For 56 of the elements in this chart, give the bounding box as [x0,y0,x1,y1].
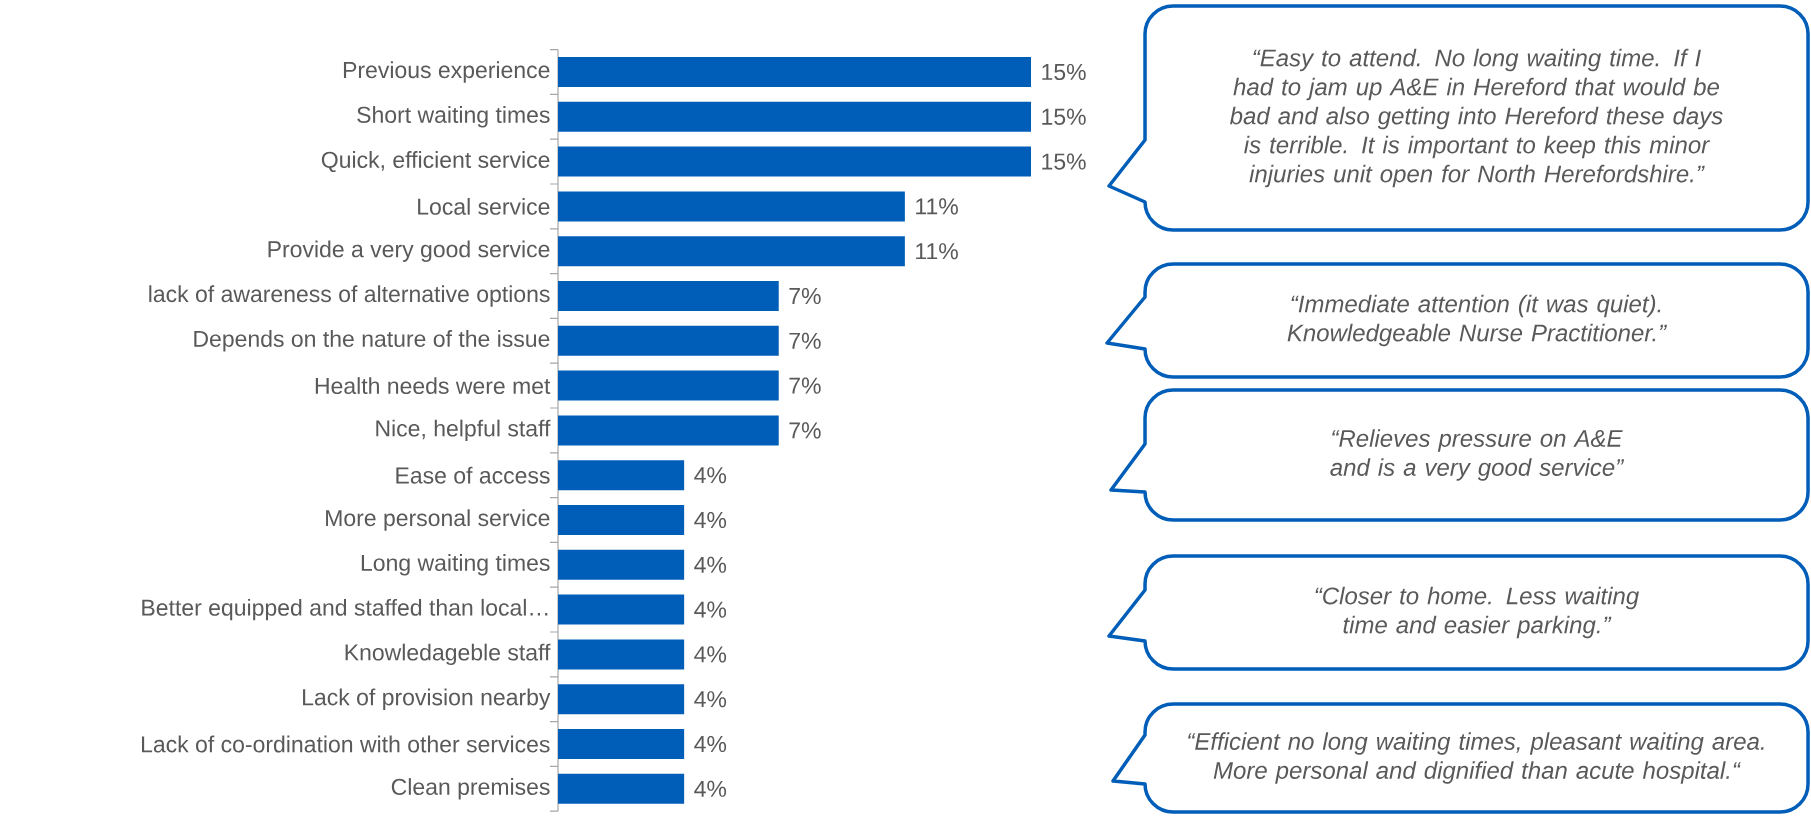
bar [558,146,1032,177]
data-label: 4% [694,691,727,708]
y-tick-label: Nice, helpful staff [376,419,551,442]
y-tick-label: More personal service [326,509,550,531]
y-tick-label: Short waiting times [357,106,550,128]
bar [558,594,685,625]
bar [558,549,685,580]
y-tick-label: Ease of access [396,466,550,484]
y-tick-label: Long waiting times [361,554,550,576]
bar [558,57,1032,87]
y-tick-label: Previous experience [343,61,550,83]
data-label: 4% [694,511,727,529]
data-label: 7% [789,422,821,439]
bar [558,325,779,356]
bar [558,415,779,446]
y-tick-label: Health needs were met [315,377,551,395]
text: “Relieves pressure on A&E and is a very good service” [1330,429,1625,481]
data-label: 11% [916,243,958,260]
bar [558,684,685,715]
y-tick-label: Knowledageble staff [345,643,551,666]
bar [558,236,905,267]
y-tick-label: Clean premises [391,778,550,800]
data-label: 4% [694,467,727,484]
data-label: 15% [1042,153,1086,170]
y-tick-label: Depends on the nature of the issue [194,330,550,352]
bar [558,639,685,670]
data-label: 4% [694,601,727,618]
bar [558,191,905,222]
data-label: 4% [694,556,727,573]
y-tick-label: Local service [418,197,550,215]
data-label: 4% [694,646,727,663]
text: “Easy to attend. No long waiting time. If I had to jam up A&E in Hereford that would be bad and also getting into Hereford these days is terrible. It is important to keep this minor injuries unit open for North Herefordshire.” [1230,48,1723,188]
data-label: 11% [916,198,958,215]
bar [558,370,779,401]
bar [558,729,685,760]
data-label: 7% [789,332,821,349]
y-tick-label: Better equipped and staffed than local… [142,598,548,621]
bar [558,773,685,804]
bar [558,460,685,491]
data-label: 15% [1042,63,1086,81]
text: “Closer to home. Less waiting time and easier parking.” [1315,586,1639,639]
data-label: 4% [694,780,727,797]
y-tick-label: Provide a very good service [268,240,550,262]
y-tick-label: Lack of co-ordination with other services [141,735,550,753]
data-label: 15% [1042,108,1086,125]
text: “Immediate attention (it was quiet). Knowledgeable Nurse Practitioner.” [1287,294,1667,347]
text: “Efficient no long waiting times, pleasant waiting area. More personal and dignified than acute hospital.“ [1188,732,1764,784]
bar [558,101,1032,132]
data-label: 7% [789,377,821,394]
y-tick-label: Lack of provision nearby [303,688,551,710]
y-tick-label: lack of awareness of alternative options [149,285,550,307]
y-tick-label: Quick, efficient service [321,151,550,173]
data-label: 4% [694,735,727,753]
bar [558,505,685,536]
data-label: 7% [789,287,821,305]
bar [558,281,779,311]
